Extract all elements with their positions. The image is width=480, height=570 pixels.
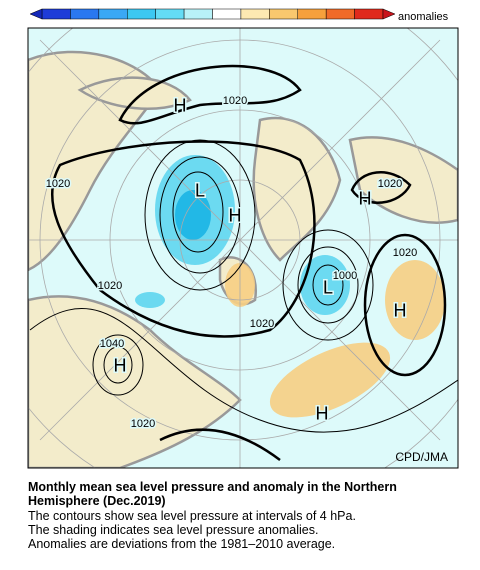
colorbar-segment xyxy=(212,8,242,20)
caption-text: The contours show sea level pressure at … xyxy=(28,509,356,551)
colorbar-segment xyxy=(325,8,355,20)
colorbar-segment xyxy=(183,8,213,20)
pressure-center: L xyxy=(195,180,205,200)
contour-label: 1020 xyxy=(98,280,122,292)
contour-label: 1020 xyxy=(250,318,274,330)
contour-label: 1020 xyxy=(378,178,402,190)
pressure-center: L xyxy=(323,277,333,297)
colorbar-segment xyxy=(155,8,185,20)
caption-line: Anomalies are deviations from the 1981–2… xyxy=(28,537,336,551)
caption-title-line: Monthly mean sea level pressure and anom… xyxy=(28,480,397,494)
contour-label: 1040 xyxy=(100,338,124,350)
land xyxy=(28,50,458,468)
map-frame xyxy=(27,27,459,469)
pressure-center: H xyxy=(114,355,127,375)
contour-label: 1000 xyxy=(333,270,357,282)
pressure-center: H xyxy=(394,300,407,320)
colorbar-segment xyxy=(354,8,384,20)
contour-label: 1020 xyxy=(131,418,155,430)
pressure-center: H xyxy=(359,188,372,208)
colorbar-segment xyxy=(240,8,270,20)
colorbar-unit: anomalies xyxy=(398,11,449,23)
colorbar-segment xyxy=(98,8,128,20)
caption-title: Monthly mean sea level pressure and anom… xyxy=(28,480,397,508)
graticule xyxy=(28,28,458,468)
figure: −24−20−16−12−8−404812162024anomalies(hPa… xyxy=(27,8,459,469)
caption-line: The shading indicates sea level pressure… xyxy=(28,523,319,537)
colorbar-end xyxy=(29,8,43,20)
contour-label: 1020 xyxy=(393,247,417,259)
colorbar-end xyxy=(382,8,396,20)
credit: CPD/JMA xyxy=(395,450,448,464)
contour-label: 1020 xyxy=(46,178,70,190)
contour-label: 1020 xyxy=(223,95,247,107)
caption-line: The contours show sea level pressure at … xyxy=(28,509,356,523)
colorbar-segment xyxy=(269,8,299,20)
colorbar-segment xyxy=(41,8,71,20)
contour-1020 xyxy=(51,64,447,462)
colorbar-segment xyxy=(127,8,156,20)
pressure-center: H xyxy=(174,95,187,115)
positive-anomaly xyxy=(225,260,445,418)
pressure-center: H xyxy=(316,403,329,423)
pressure-center: H xyxy=(229,205,242,225)
colorbar-segment xyxy=(70,8,100,20)
contours xyxy=(29,139,458,433)
caption-title-line: Hemisphere (Dec.2019) xyxy=(28,494,166,508)
colorbar-segment xyxy=(297,8,327,20)
